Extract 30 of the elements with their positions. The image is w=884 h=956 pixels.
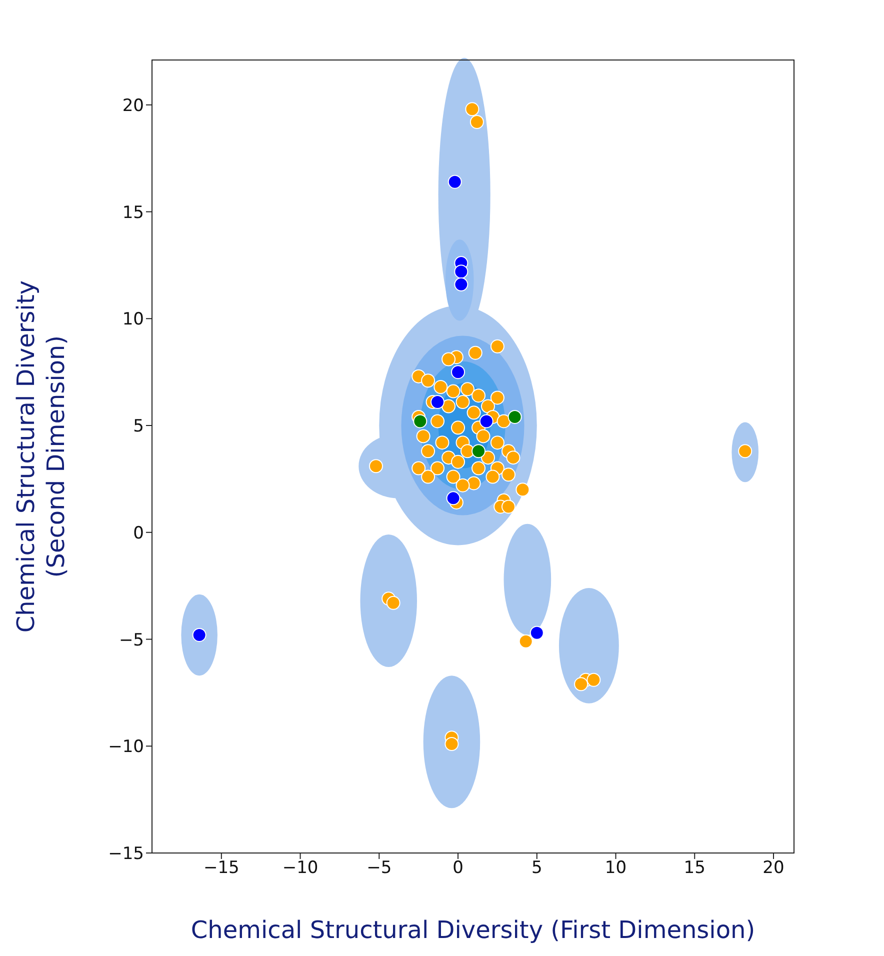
point [448,174,462,189]
x-tick-label: −5 [366,858,392,878]
y-tick-label: 10 [122,310,144,330]
point [472,444,486,458]
point [430,394,445,409]
point [508,410,522,424]
point [192,628,206,642]
point [446,491,460,506]
x-tick-label: 10 [604,858,627,878]
point [479,414,494,428]
x-tick-label: 0 [452,858,464,878]
y-tick-label: 0 [133,523,144,544]
y-tick-label: −15 [108,844,144,864]
y-tick-label: −5 [118,630,144,650]
y-tick-label: 15 [122,202,144,223]
point [530,626,544,640]
y-axis-title: Chemical Structural Diversity (Second Dimension) [12,280,70,633]
y-tick-label: 5 [133,416,144,437]
x-tick-label: −15 [203,858,240,878]
x-tick-label: 5 [531,858,542,878]
point [454,264,468,279]
point [413,414,428,428]
point [454,277,468,292]
x-axis-title: Chemical Structural Diversity (First Dimension) [190,916,756,944]
point [451,365,466,380]
y-tick-label: 20 [122,96,144,116]
x-tick-label: 15 [684,858,706,878]
x-tick-label: −10 [282,858,318,878]
y-tick-label: −10 [108,737,144,758]
x-tick-label: 20 [762,858,784,878]
